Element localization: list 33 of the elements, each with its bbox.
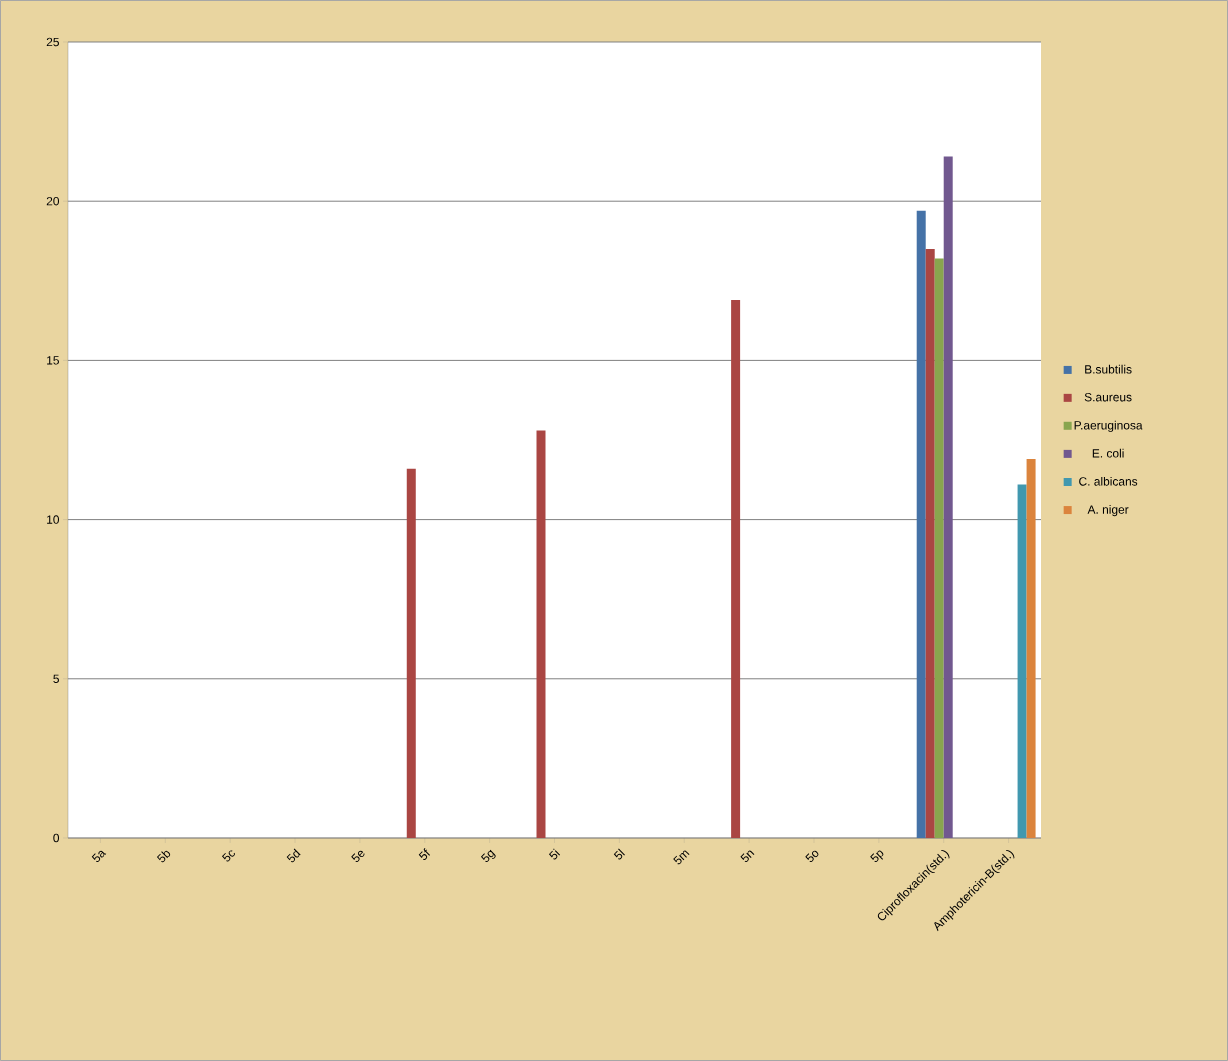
legend-label: A. niger — [1087, 504, 1129, 517]
x-tick-label: 5b — [156, 850, 171, 863]
y-tick-label: 20 — [46, 196, 60, 206]
x-tick-label: 5l — [613, 848, 625, 860]
bar — [406, 468, 416, 838]
y-tick-label: 5 — [53, 674, 59, 683]
bar — [536, 430, 546, 838]
legend-label: B.subtilis — [1085, 364, 1132, 374]
legend-label: S.aureus — [1084, 392, 1132, 402]
bar — [1017, 484, 1027, 838]
x-tick-label: 5c — [221, 850, 235, 862]
y-tick-label: 10 — [47, 515, 60, 524]
bar — [731, 299, 741, 838]
y-tick-label: 25 — [46, 37, 59, 47]
x-tick-label: 5o — [805, 850, 819, 862]
x-tick-label: 5a — [91, 850, 107, 862]
x-tick-label: 5i — [548, 848, 561, 860]
bar — [943, 156, 953, 838]
bar — [934, 258, 944, 838]
legend-label: P.aeruginosa — [1074, 420, 1143, 432]
y-tick-label: 0 — [53, 833, 60, 843]
y-tick-label: 15 — [47, 356, 59, 365]
x-tick-label: 5e — [351, 850, 365, 862]
x-tick-label: 5f — [418, 848, 431, 860]
legend-label: E. coli — [1092, 448, 1124, 458]
x-tick-label: 5d — [286, 848, 301, 863]
x-tick-label: 5g — [480, 849, 496, 862]
bar — [1026, 459, 1036, 838]
x-tick-label: 5m — [673, 850, 690, 865]
bar — [925, 248, 935, 838]
bar — [916, 210, 926, 838]
legend-label: C. albicans — [1079, 476, 1138, 486]
x-tick-label: 5n — [740, 850, 755, 862]
